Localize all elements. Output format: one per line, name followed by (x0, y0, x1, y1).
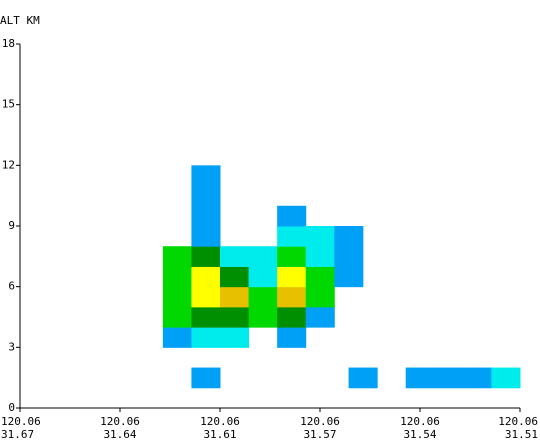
heatmap-cell (248, 286, 278, 308)
heatmap-cell (277, 246, 307, 267)
x-tick-label-lat: 31.67 (1, 428, 34, 440)
heatmap-cell (220, 286, 250, 308)
heatmap-cell (162, 266, 192, 288)
heatmap-cell (334, 246, 364, 267)
x-tick-label-lon: 120.06 (1, 415, 41, 428)
heatmap-cell (162, 246, 192, 267)
heatmap-cell (191, 306, 250, 328)
x-tick-label-lat: 31.64 (103, 428, 136, 440)
heatmap-cell (162, 306, 192, 328)
y-tick-label: 6 (8, 280, 15, 293)
y-axis-label: ALT KM (0, 14, 40, 27)
heatmap-cell (334, 266, 364, 288)
heatmap-cell (277, 266, 307, 288)
x-tick-label-lon: 120.06 (200, 415, 240, 428)
heatmap-cell (191, 165, 221, 247)
heatmap-cell (334, 226, 364, 247)
y-tick-label: 15 (2, 98, 15, 111)
heatmap-cells (162, 165, 521, 389)
heatmap-cell (162, 327, 192, 348)
heatmap-cell (191, 327, 250, 348)
y-tick-label: 9 (8, 219, 15, 232)
heatmap-cell (305, 306, 335, 328)
y-tick-label: 12 (2, 158, 15, 171)
x-tick-label-lon: 120.06 (400, 415, 440, 428)
heatmap-cell (162, 286, 192, 308)
heatmap-cell (277, 286, 307, 308)
heatmap-cell (191, 266, 221, 288)
heatmap-cell (277, 327, 307, 348)
heatmap-cell (248, 266, 278, 288)
x-tick-label-lon: 120.06 (100, 415, 140, 428)
y-tick-label: 18 (2, 37, 15, 50)
x-tick-label-lat: 31.51 (505, 428, 538, 440)
heatmap-cell (248, 306, 278, 328)
y-tick-label: 3 (8, 340, 15, 353)
heatmap-cell (305, 246, 335, 267)
heatmap-cell (277, 226, 335, 247)
heatmap-cell (305, 286, 335, 308)
x-tick-label-lon: 120.06 (300, 415, 340, 428)
y-tick-label: 0 (8, 401, 15, 414)
x-tick-label-lat: 31.61 (203, 428, 236, 440)
x-tick-label-lon: 120.06 (498, 415, 538, 428)
x-tick-label-lat: 31.54 (403, 428, 436, 440)
axes (16, 43, 521, 412)
x-tick-labels: 120.0631.67120.0631.64120.0631.61120.063… (1, 415, 538, 440)
heatmap-cell (405, 367, 492, 389)
y-tick-labels: 0 3 6 9 12 15 18 (2, 37, 15, 414)
heatmap-cell (491, 367, 521, 389)
heatmap-cell (191, 246, 221, 267)
heatmap-cell (277, 306, 307, 328)
heatmap-cell (191, 367, 221, 389)
heatmap-cell (191, 286, 221, 308)
heatmap-cell (220, 266, 250, 288)
heatmap-cell (348, 367, 378, 389)
heatmap-cell (220, 246, 278, 267)
heatmap-cell (277, 205, 307, 227)
x-tick-label-lat: 31.57 (303, 428, 336, 440)
heatmap-cell (305, 266, 335, 288)
